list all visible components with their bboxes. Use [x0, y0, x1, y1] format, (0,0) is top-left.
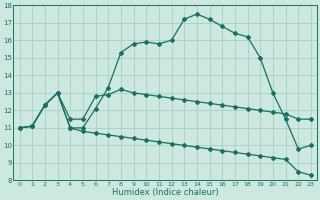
X-axis label: Humidex (Indice chaleur): Humidex (Indice chaleur) — [112, 188, 219, 197]
